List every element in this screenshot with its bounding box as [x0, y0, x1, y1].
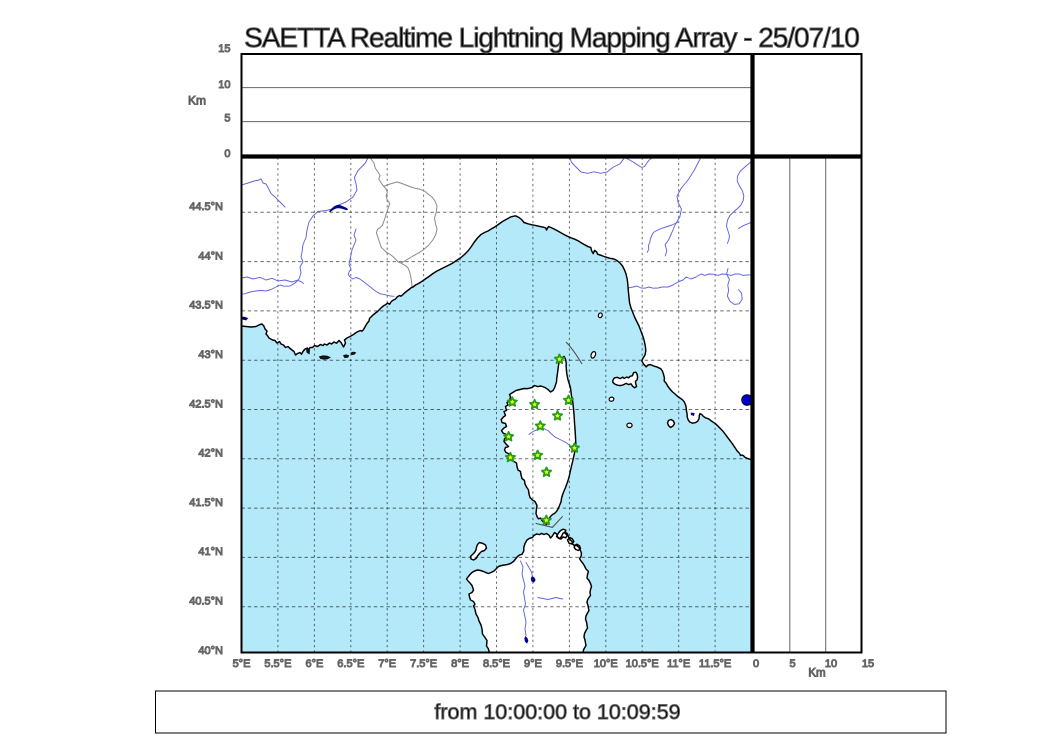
svg-text:40°N: 40°N [198, 645, 223, 657]
svg-text:10: 10 [218, 79, 230, 91]
svg-text:15: 15 [862, 658, 874, 670]
svg-text:0: 0 [753, 658, 759, 670]
svg-text:43.5°N: 43.5°N [189, 300, 223, 312]
svg-text:41°N: 41°N [198, 546, 223, 558]
svg-text:15: 15 [218, 43, 230, 55]
svg-text:42°N: 42°N [198, 448, 223, 460]
svg-text:9°E: 9°E [524, 658, 542, 670]
svg-text:10: 10 [825, 658, 837, 670]
svg-text:9.5°E: 9.5°E [556, 658, 583, 670]
svg-text:43°N: 43°N [198, 349, 223, 361]
svg-text:5: 5 [224, 112, 230, 124]
svg-text:5°E: 5°E [233, 658, 251, 670]
svg-text:11°E: 11°E [667, 658, 690, 670]
svg-text:6.5°E: 6.5°E [337, 658, 364, 670]
svg-text:40.5°N: 40.5°N [189, 596, 223, 608]
svg-text:7.5°E: 7.5°E [410, 658, 437, 670]
svg-text:44.5°N: 44.5°N [189, 201, 223, 213]
svg-text:Km: Km [188, 94, 206, 108]
svg-text:11.5°E: 11.5°E [699, 658, 731, 670]
svg-text:from 10:00:00 to 10:09:59: from 10:00:00 to 10:09:59 [434, 700, 680, 724]
svg-text:0: 0 [224, 148, 230, 160]
svg-text:42.5°N: 42.5°N [189, 398, 223, 410]
svg-text:Km: Km [808, 668, 825, 680]
svg-text:44°N: 44°N [198, 250, 223, 262]
svg-text:10.5°E: 10.5°E [626, 658, 659, 670]
svg-text:7°E: 7°E [378, 658, 396, 670]
svg-text:SAETTA Realtime Lightning Mapp: SAETTA Realtime Lightning Mapping Array … [244, 22, 859, 53]
svg-text:5: 5 [789, 658, 795, 670]
svg-text:6°E: 6°E [305, 658, 323, 670]
svg-text:5.5°E: 5.5°E [264, 658, 291, 670]
svg-text:8°E: 8°E [451, 658, 469, 670]
svg-text:10°E: 10°E [594, 658, 618, 670]
svg-text:8.5°E: 8.5°E [483, 658, 510, 670]
svg-text:41.5°N: 41.5°N [189, 497, 223, 509]
